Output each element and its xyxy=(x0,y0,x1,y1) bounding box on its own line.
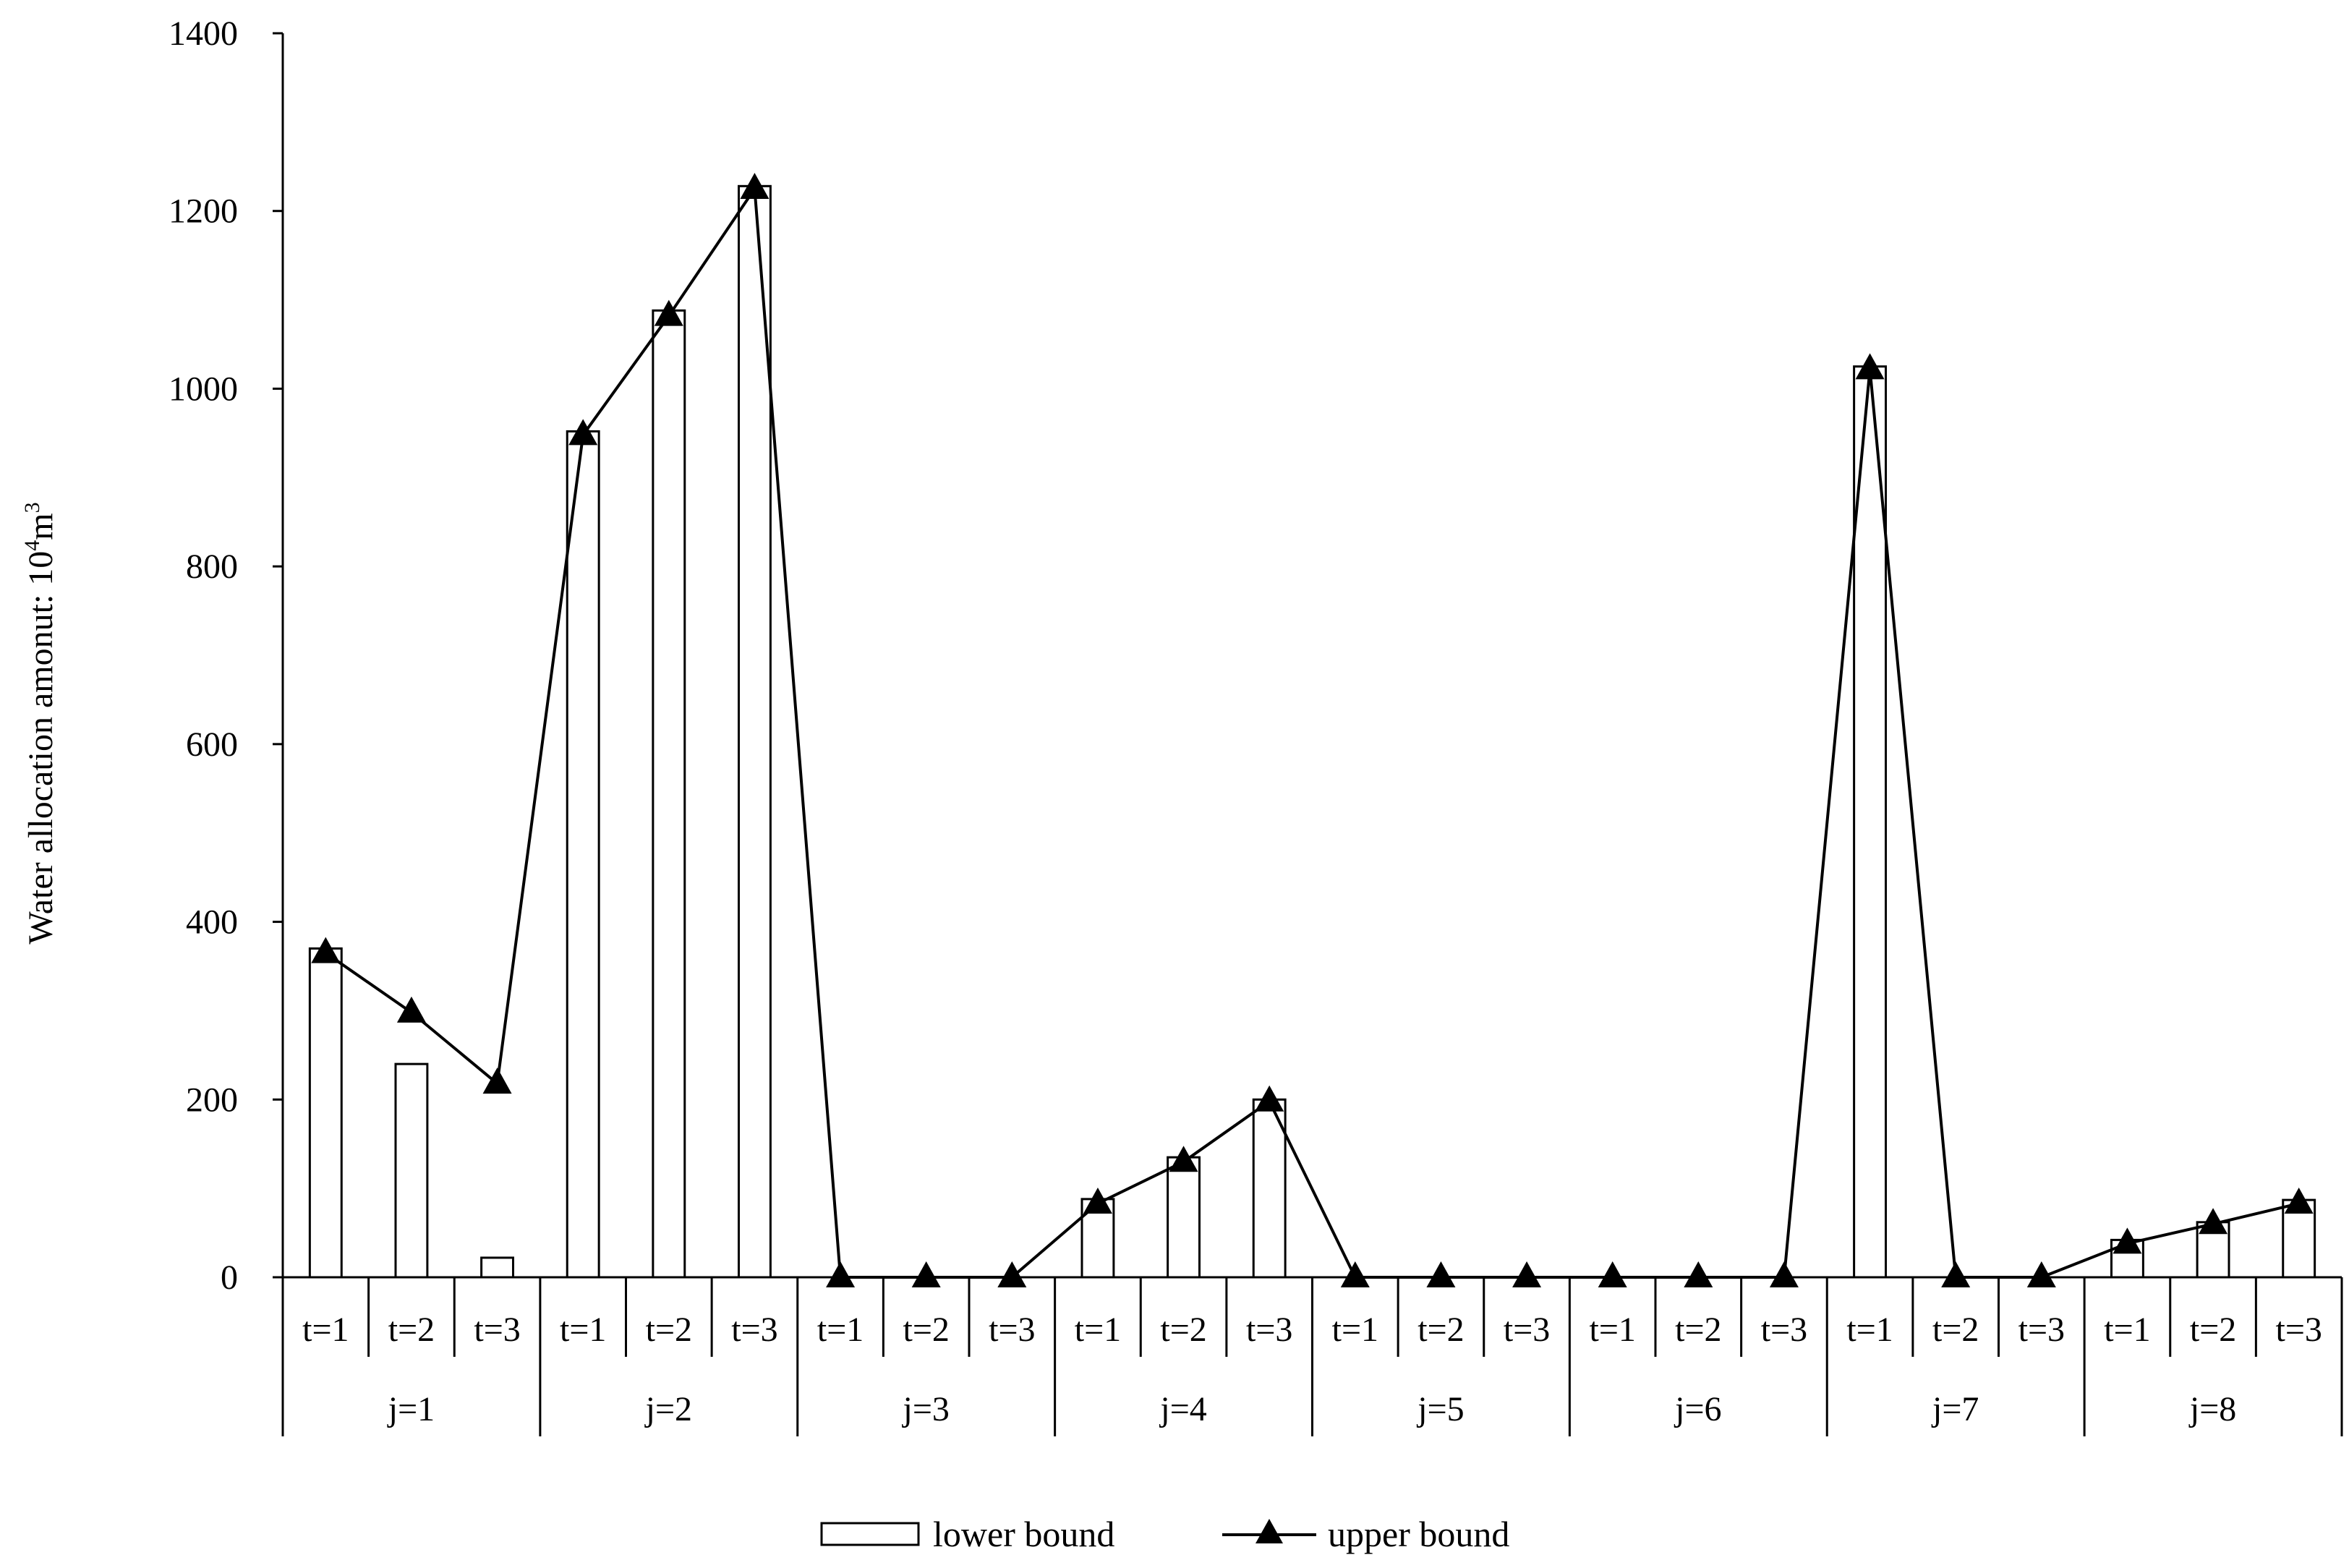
upper-bound-marker xyxy=(1255,1085,1284,1112)
lower-bound-bar xyxy=(480,1256,515,1279)
x-category-label: t=1 xyxy=(560,1311,606,1349)
upper-bound-series xyxy=(311,173,2314,1287)
x-category-label: t=2 xyxy=(1932,1311,1979,1349)
upper-bound-marker xyxy=(2284,1188,2314,1214)
x-category-label: t=2 xyxy=(1418,1311,1464,1349)
x-group-label: j=2 xyxy=(644,1390,692,1428)
upper-bound-marker xyxy=(1169,1146,1198,1172)
lower-bound-bar xyxy=(652,309,686,1279)
upper-bound-marker xyxy=(997,1261,1027,1287)
y-axis-title-unit-exponent: 3 xyxy=(20,502,44,513)
lower-bound-bar xyxy=(308,947,343,1279)
legend-swatch-lower-bound xyxy=(820,1522,920,1546)
legend-label-lower-bound: lower bound xyxy=(933,1514,1114,1554)
y-axis-title-unit: m xyxy=(22,513,60,540)
x-group-label: j=5 xyxy=(1416,1390,1464,1428)
y-tick-label: 1000 xyxy=(169,370,238,408)
x-category-label: t=2 xyxy=(903,1311,949,1349)
x-category-label: t=1 xyxy=(1075,1311,1121,1349)
upper-bound-marker xyxy=(311,937,341,963)
upper-bound-marker xyxy=(2113,1227,2142,1254)
y-tick-label: 600 xyxy=(186,725,238,764)
x-category-label: t=2 xyxy=(1675,1311,1721,1349)
x-group-label: j=8 xyxy=(2188,1390,2236,1428)
upper-bound-marker xyxy=(482,1068,512,1094)
upper-bound-marker xyxy=(1684,1261,1713,1287)
upper-bound-marker xyxy=(1426,1261,1456,1287)
upper-bound-marker xyxy=(740,173,770,199)
legend: lower bound upper bound xyxy=(820,1514,1509,1554)
upper-bound-marker xyxy=(826,1261,856,1287)
y-tick-label: 1400 xyxy=(169,14,238,53)
upper-bound-line xyxy=(325,187,2300,1279)
x-category-label: t=3 xyxy=(2018,1311,2065,1349)
x-group-label: j=7 xyxy=(1931,1390,1979,1428)
upper-bound-marker xyxy=(1598,1261,1627,1287)
x-category-label: t=1 xyxy=(817,1311,864,1349)
x-category-label: t=3 xyxy=(731,1311,777,1349)
x-category-label: t=1 xyxy=(1846,1311,1893,1349)
upper-bound-marker xyxy=(2199,1208,2228,1235)
upper-bound-marker xyxy=(396,996,426,1023)
lower-bound-bar xyxy=(1853,365,1888,1279)
y-tick-label: 1200 xyxy=(169,192,238,231)
x-category-label: t=1 xyxy=(1332,1311,1378,1349)
upper-bound-marker xyxy=(568,419,598,446)
y-axis-title-exponent: 4 xyxy=(20,540,44,551)
upper-bound-marker xyxy=(1340,1261,1370,1287)
y-tick-label: 800 xyxy=(186,547,238,586)
lower-bound-bar xyxy=(394,1062,429,1279)
x-group-label: j=4 xyxy=(1159,1390,1206,1428)
x-category-label: t=3 xyxy=(474,1311,520,1349)
upper-bound-marker xyxy=(654,299,683,326)
legend-swatch-upper-bound-marker xyxy=(1256,1519,1283,1543)
upper-bound-marker xyxy=(1855,353,1885,380)
x-category-label: t=1 xyxy=(302,1311,349,1349)
x-category-axis: t=1 t=2 t=3 t=1 t=2 t=3 t=1 t=2 t=3 t=1 t=2 t=3 t=1 t… xyxy=(281,1277,2343,1436)
y-tick-label: 200 xyxy=(186,1081,238,1119)
x-category-label: t=2 xyxy=(388,1311,435,1349)
x-category-label: t=3 xyxy=(1504,1311,1550,1349)
upper-bound-marker xyxy=(1083,1188,1112,1214)
lower-bound-bars xyxy=(308,184,2316,1279)
upper-bound-marker xyxy=(1941,1261,1971,1287)
y-tick-label: 0 xyxy=(221,1258,238,1297)
x-group-label: j=6 xyxy=(1674,1390,1721,1428)
lower-bound-bar xyxy=(1167,1156,1201,1279)
x-category-label: t=3 xyxy=(1246,1311,1292,1349)
y-axis-title: Water allocation amonut: 104m3 xyxy=(20,502,60,944)
legend-label-upper-bound: upper bound xyxy=(1328,1514,1509,1554)
upper-bound-marker xyxy=(911,1261,941,1287)
x-category-label: t=2 xyxy=(2190,1311,2236,1349)
x-category-label: t=2 xyxy=(646,1311,692,1349)
upper-bound-marker xyxy=(1769,1261,1799,1287)
x-group-label: j=1 xyxy=(387,1390,435,1428)
upper-bound-marker xyxy=(2026,1261,2056,1287)
x-group-label: j=3 xyxy=(901,1390,949,1428)
x-category-label: t=3 xyxy=(2275,1311,2322,1349)
lower-bound-bar xyxy=(566,430,600,1279)
lower-bound-bar xyxy=(737,184,772,1279)
x-category-label: t=3 xyxy=(989,1311,1035,1349)
x-category-label: t=1 xyxy=(1589,1311,1635,1349)
x-category-label: t=3 xyxy=(1761,1311,1807,1349)
x-category-label: t=1 xyxy=(2104,1311,2150,1349)
y-tick-label: 400 xyxy=(186,903,238,942)
x-category-label: t=2 xyxy=(1160,1311,1206,1349)
y-ticks: 0 200 400 600 800 1000 1200 1400 xyxy=(169,14,283,1297)
upper-bound-marker xyxy=(1512,1261,1542,1287)
